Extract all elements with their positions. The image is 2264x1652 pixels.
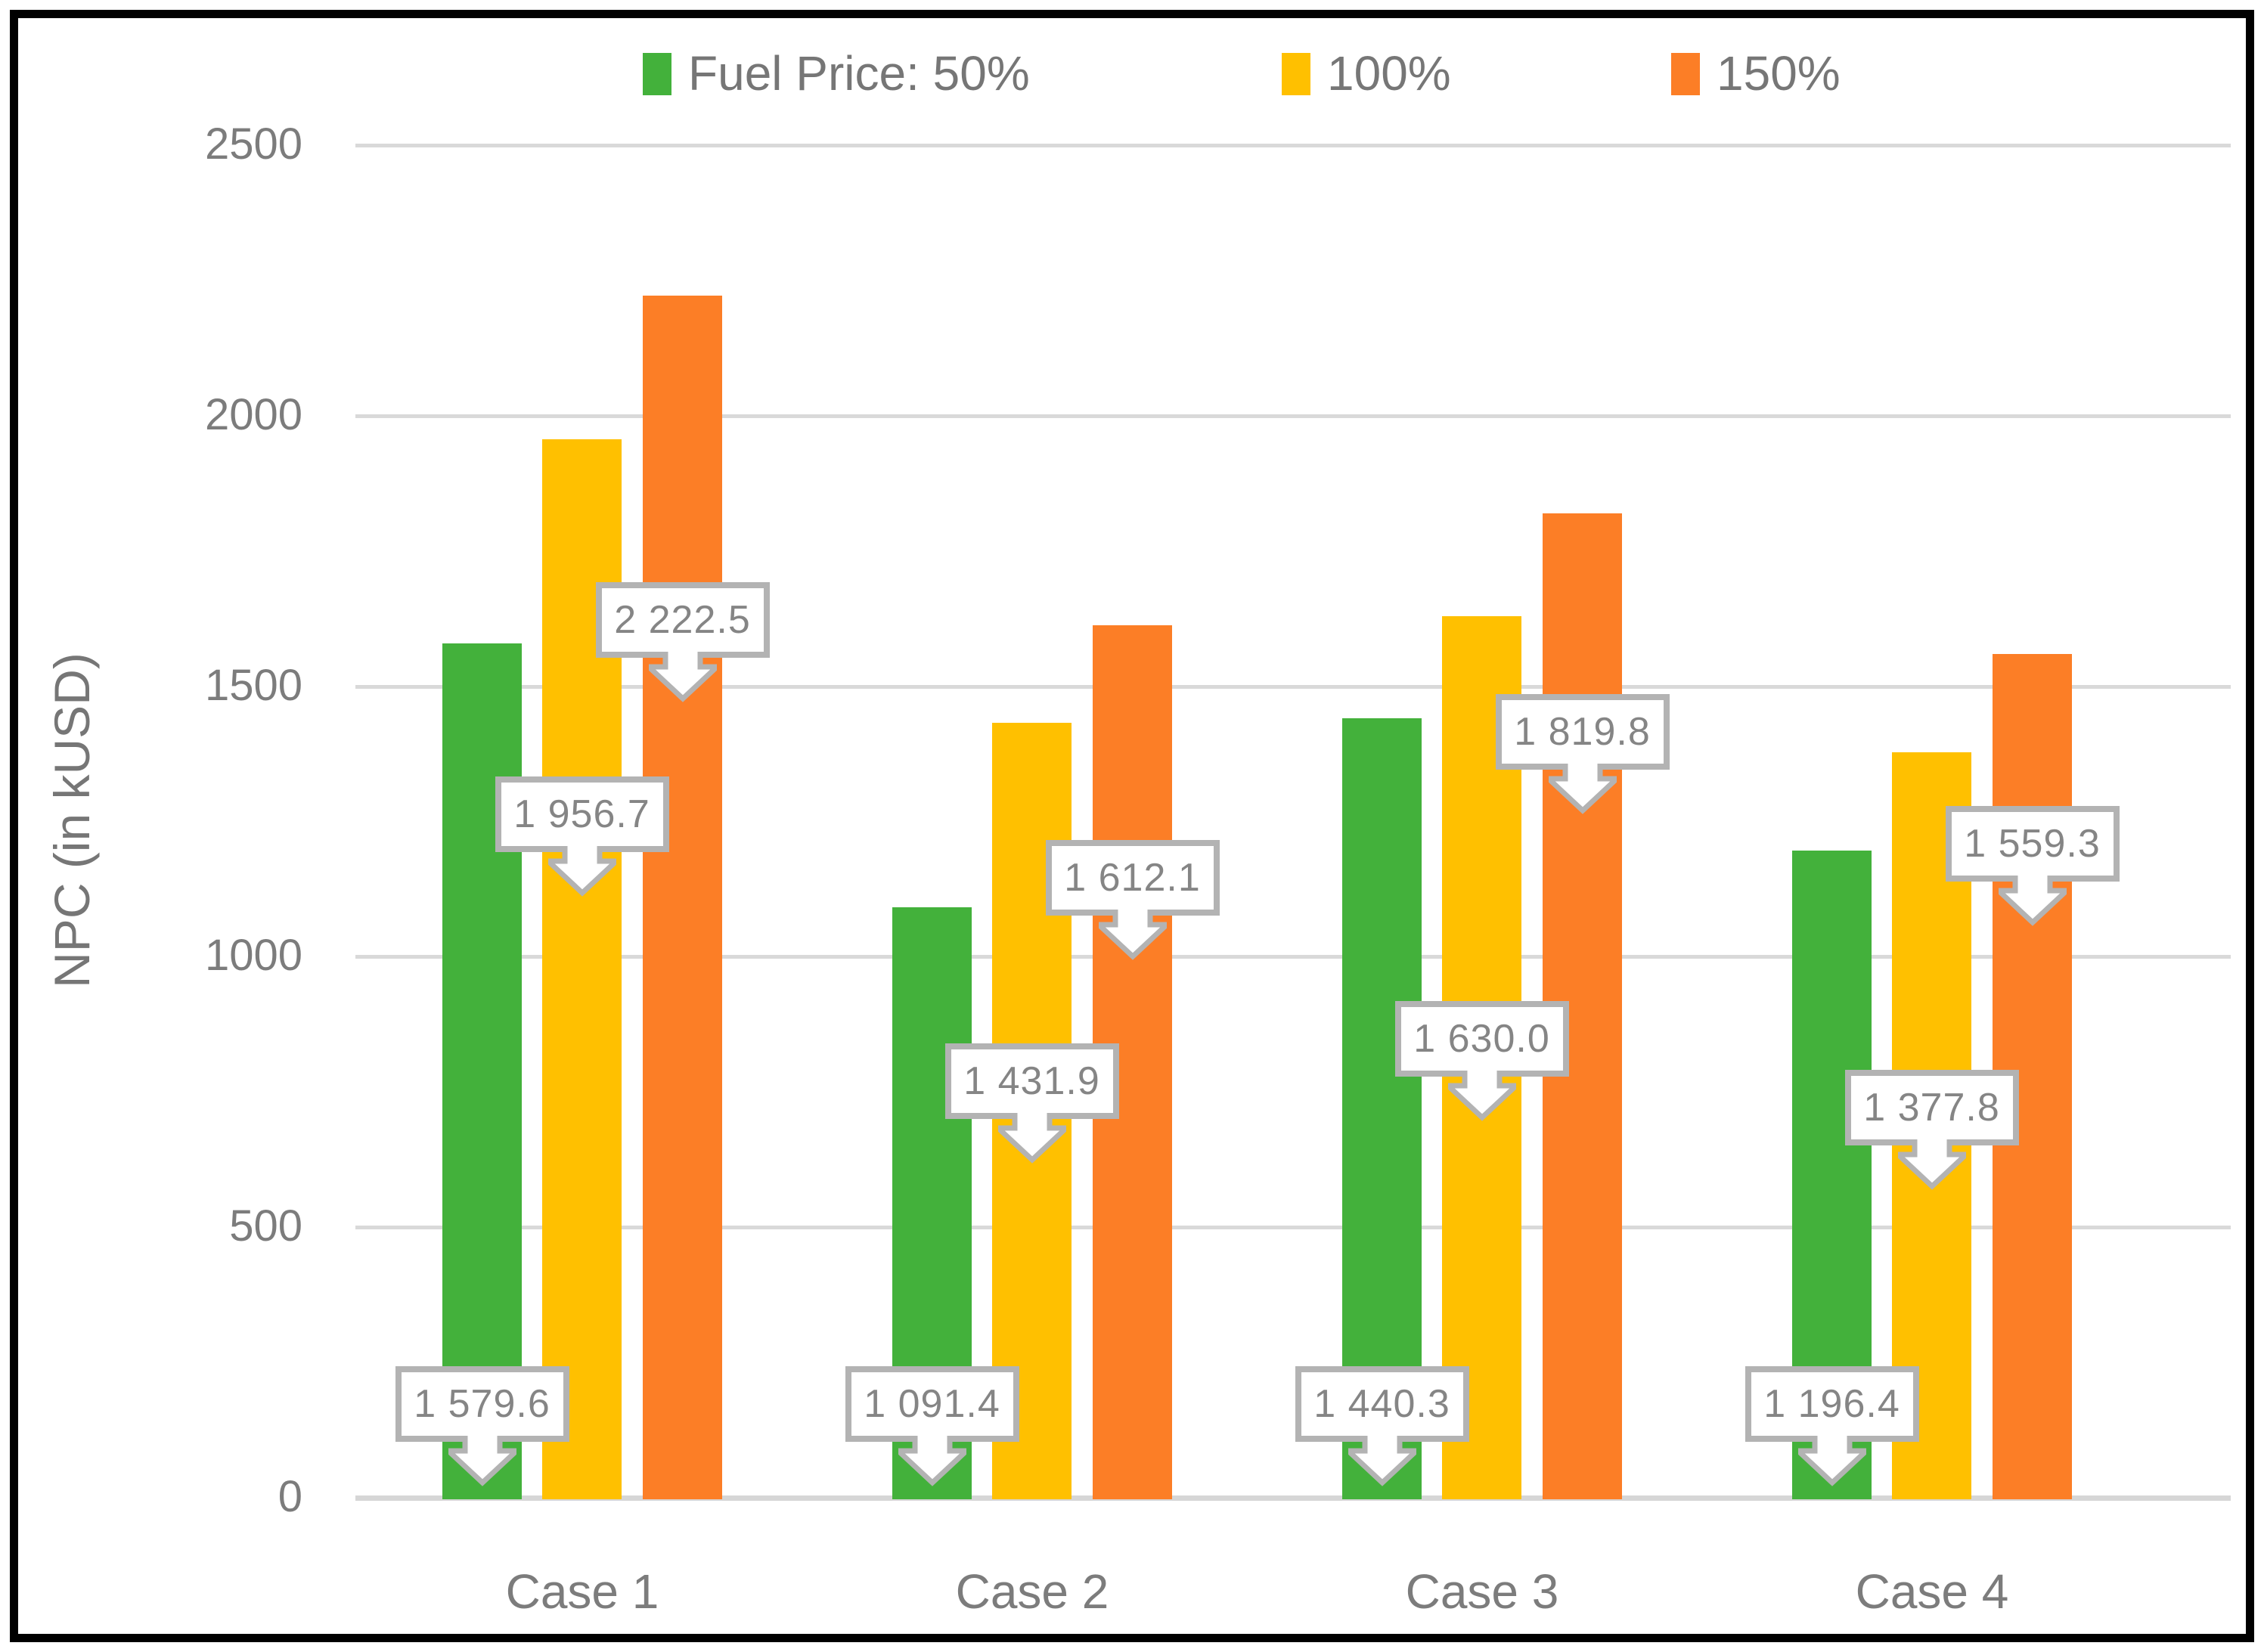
- data-label-value: 1 612.1: [1045, 840, 1220, 916]
- bar-case1-series2: [643, 295, 722, 1499]
- data-label-value: 1 091.4: [845, 1366, 1019, 1442]
- callout-down-arrow-icon: [641, 652, 724, 705]
- gridline: [355, 414, 2231, 418]
- data-label-value: 1 377.8: [1844, 1070, 2019, 1145]
- data-label-callout: 1 091.4: [845, 1366, 1019, 1489]
- data-label-value: 1 196.4: [1745, 1366, 1919, 1442]
- y-axis-tick-label: 1500: [204, 660, 302, 710]
- data-label-value: 1 440.3: [1295, 1366, 1469, 1442]
- y-axis-tick-label: 2000: [204, 389, 302, 439]
- legend: Fuel Price: 50% 100% 150%: [0, 0, 2264, 121]
- data-label-callout: 1 431.9: [944, 1043, 1119, 1166]
- callout-down-arrow-icon: [1991, 876, 2073, 928]
- data-label-value: 1 579.6: [395, 1366, 569, 1442]
- data-label-value: 2 222.5: [595, 582, 770, 658]
- data-label-callout: 1 559.3: [1945, 806, 2120, 928]
- callout-down-arrow-icon: [1791, 1436, 1873, 1489]
- data-label-value: 1 956.7: [495, 776, 669, 852]
- gridline: [355, 955, 2231, 959]
- y-axis-tick-label: 1000: [204, 931, 302, 981]
- callout-down-arrow-icon: [991, 1113, 1073, 1166]
- y-axis-tick-label: 500: [229, 1201, 302, 1251]
- x-axis-category-label: Case 4: [1855, 1564, 2009, 1619]
- callout-down-arrow-icon: [1441, 1071, 1523, 1124]
- data-label-callout: 1 612.1: [1045, 840, 1220, 962]
- data-label-value: 1 630.0: [1394, 1001, 1569, 1077]
- data-label-callout: 2 222.5: [595, 582, 770, 705]
- legend-label: Fuel Price: 50%: [688, 46, 1030, 101]
- y-axis-tick-label: 2500: [204, 119, 302, 169]
- callout-down-arrow-icon: [1091, 910, 1174, 962]
- gridline: [355, 1226, 2231, 1230]
- data-label-callout: 1 440.3: [1295, 1366, 1469, 1489]
- legend-swatch-icon: [643, 53, 671, 95]
- gridline: [355, 144, 2231, 147]
- y-axis-tick-label: 0: [278, 1472, 302, 1521]
- data-label-callout: 1 819.8: [1495, 694, 1670, 817]
- legend-swatch-icon: [1671, 53, 1700, 95]
- data-label-value: 1 559.3: [1945, 806, 2120, 882]
- x-axis-line: [355, 1495, 2231, 1501]
- callout-down-arrow-icon: [1890, 1139, 1973, 1192]
- callout-down-arrow-icon: [1341, 1436, 1423, 1489]
- data-label-value: 1 819.8: [1495, 694, 1670, 770]
- chart-border-frame: [10, 10, 2254, 1642]
- data-label-callout: 1 956.7: [495, 776, 669, 899]
- data-label-value: 1 431.9: [944, 1043, 1119, 1119]
- legend-label: 150%: [1717, 46, 1841, 101]
- y-axis-title: NPC (in kUSD): [44, 652, 100, 988]
- gridline: [355, 684, 2231, 689]
- legend-label: 100%: [1327, 46, 1451, 101]
- callout-down-arrow-icon: [541, 846, 623, 899]
- data-label-callout: 1 377.8: [1844, 1070, 2019, 1192]
- x-axis-category-label: Case 1: [505, 1564, 659, 1619]
- callout-down-arrow-icon: [441, 1436, 523, 1489]
- callout-down-arrow-icon: [891, 1436, 973, 1489]
- legend-swatch-icon: [1282, 53, 1310, 95]
- data-label-callout: 1 579.6: [395, 1366, 569, 1489]
- x-axis-category-label: Case 2: [955, 1564, 1109, 1619]
- data-label-callout: 1 630.0: [1394, 1001, 1569, 1124]
- data-label-callout: 1 196.4: [1745, 1366, 1919, 1489]
- callout-down-arrow-icon: [1541, 764, 1624, 817]
- x-axis-category-label: Case 3: [1405, 1564, 1559, 1619]
